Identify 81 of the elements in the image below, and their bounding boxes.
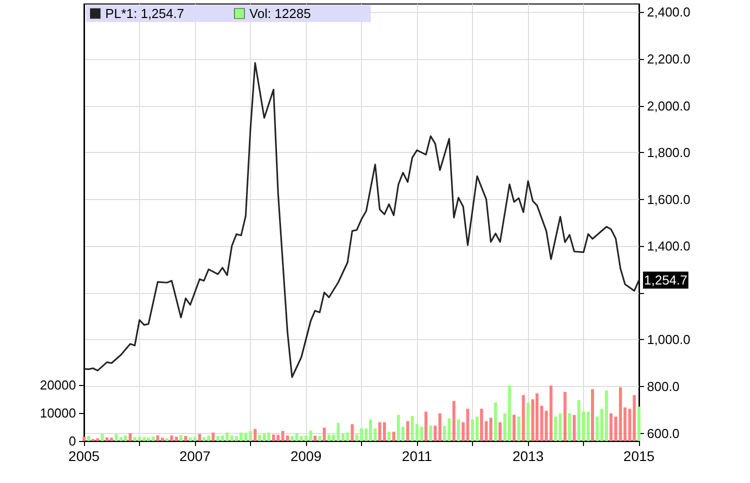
annotation: 1,254.7	[644, 272, 688, 288]
bar	[318, 436, 322, 441]
bar	[248, 430, 252, 441]
bar	[517, 416, 520, 441]
bar	[165, 438, 168, 441]
bar	[596, 416, 599, 441]
bar	[406, 421, 410, 441]
bar	[170, 435, 174, 441]
bar	[100, 434, 104, 441]
bar	[124, 435, 127, 441]
bar	[272, 434, 276, 441]
bar	[512, 414, 516, 441]
y2-tick-label: 10000	[40, 405, 76, 420]
y-tick-label: 800.0	[647, 378, 680, 394]
y-tick-label: 2,400.0	[647, 4, 690, 20]
bar	[456, 419, 460, 441]
bar	[638, 406, 640, 441]
bar	[554, 416, 558, 441]
y2-tick-label: 0	[68, 434, 76, 448]
bar	[128, 433, 132, 441]
bar	[322, 428, 326, 441]
bar	[632, 395, 636, 441]
bar	[267, 432, 270, 441]
bar	[424, 412, 428, 441]
bar	[489, 418, 492, 441]
bar	[604, 390, 608, 441]
bar	[610, 413, 613, 441]
bar	[388, 432, 391, 441]
bar	[160, 438, 164, 441]
y-tick-label: 1,600.0	[647, 192, 690, 207]
bar	[494, 402, 498, 441]
y-tick-label: 2,000.0	[647, 98, 690, 114]
bar	[452, 400, 456, 441]
x-tick-label: 2009	[290, 448, 322, 464]
bar	[212, 432, 215, 441]
y-tick-label: 2,200.0	[647, 51, 690, 66]
bar	[378, 422, 382, 441]
line-series	[83, 62, 640, 378]
y-tick-label: 600.0	[647, 426, 680, 441]
legend-label: Vol: 12285	[249, 6, 311, 21]
bar	[392, 432, 396, 441]
bar	[258, 434, 262, 441]
bar	[184, 436, 188, 441]
y-tick-label: 1,000.0	[647, 332, 690, 348]
bar	[350, 424, 354, 441]
y-tick-label: 1,400.0	[647, 238, 690, 254]
bar	[382, 422, 386, 441]
bar	[498, 422, 502, 441]
bar	[156, 435, 160, 441]
x-tick-label: 2015	[623, 448, 655, 464]
bar	[568, 413, 572, 441]
bar	[286, 435, 289, 441]
bar	[438, 413, 442, 441]
y-tick-label: 1,800.0	[647, 145, 690, 160]
bar	[313, 436, 316, 441]
bar	[198, 434, 202, 441]
bar	[429, 426, 432, 441]
y2-tick-label: 20000	[40, 377, 76, 392]
x-tick-label: 2011	[402, 448, 432, 464]
x-tick-label: 2013	[512, 448, 544, 464]
bar	[290, 436, 294, 441]
bar	[572, 414, 576, 441]
bar	[174, 436, 178, 441]
legend-label: PL*1: 1,254.7	[105, 6, 184, 21]
bar	[87, 436, 90, 441]
bar	[254, 428, 257, 441]
bar	[480, 408, 484, 441]
bar	[558, 413, 562, 441]
x-tick-label: 2005	[68, 448, 100, 464]
bar	[526, 402, 530, 441]
bar	[590, 389, 594, 441]
bar	[536, 393, 539, 441]
bar	[434, 426, 437, 441]
bar	[114, 434, 118, 441]
bar	[188, 437, 192, 441]
bar	[193, 436, 196, 441]
bar	[563, 392, 566, 441]
bar	[522, 395, 525, 441]
bar	[179, 435, 182, 441]
x-tick-label: 2007	[179, 448, 211, 464]
bar	[82, 436, 86, 441]
